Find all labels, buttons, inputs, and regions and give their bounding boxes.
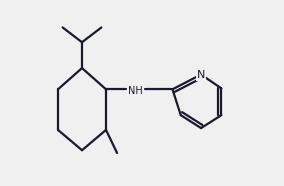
Text: NH: NH [128, 86, 143, 96]
Text: N: N [197, 70, 205, 80]
